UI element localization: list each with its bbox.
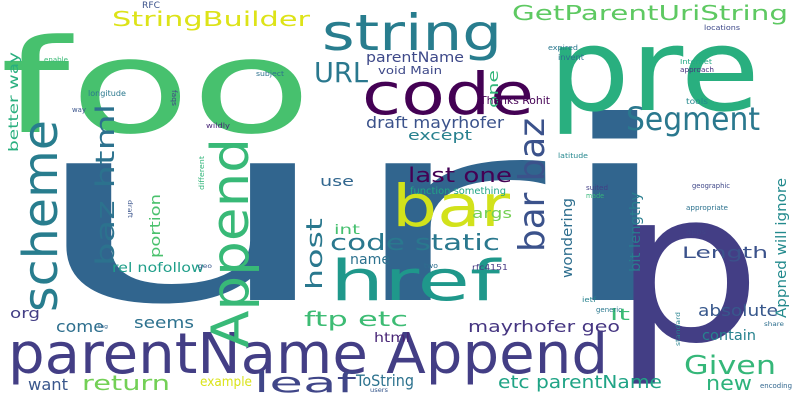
word: int	[334, 223, 360, 238]
word: return	[82, 371, 170, 395]
word: portion	[148, 194, 164, 258]
word: etc parentName	[498, 372, 662, 393]
word: draft	[126, 200, 133, 219]
word: string	[322, 4, 502, 62]
word: rfc4151	[472, 263, 508, 272]
word: leaf	[254, 366, 358, 399]
word: foo	[0, 11, 312, 163]
word: share	[764, 321, 784, 328]
word: void Main	[378, 64, 442, 77]
word: wildly	[206, 122, 230, 130]
word: mayrhofer geo	[468, 317, 620, 336]
word: enable	[44, 56, 68, 64]
word: Appned will ignore	[774, 178, 790, 318]
word: except	[408, 128, 473, 144]
word: code	[362, 60, 534, 128]
word: two	[424, 262, 438, 270]
word: bit lengthy	[628, 192, 644, 272]
word: parentName	[366, 50, 464, 66]
word: contain	[702, 328, 756, 344]
word: geo	[198, 263, 212, 270]
word: better way	[7, 52, 22, 152]
word: wondering	[560, 198, 576, 278]
word: locations	[704, 24, 740, 32]
word: function something	[410, 186, 506, 197]
word: ietf	[582, 296, 597, 304]
word: longitude	[88, 89, 126, 98]
word: Thanks Rohit	[479, 94, 551, 107]
word: want	[28, 375, 68, 394]
word: RFC	[142, 1, 160, 11]
word: rel nofollow	[112, 261, 204, 276]
word: last one	[408, 163, 512, 187]
word: users	[370, 387, 388, 394]
word: approach	[680, 66, 714, 74]
word: Internet	[680, 58, 712, 66]
word: draft mayrhofer	[366, 113, 504, 132]
word: tag	[98, 324, 108, 330]
word: Segment	[626, 100, 760, 138]
word: invent	[558, 53, 584, 62]
word: way	[72, 106, 86, 114]
word: ftp etc	[304, 307, 408, 331]
word: example	[200, 375, 252, 390]
word: Length	[682, 243, 768, 262]
word: Append	[201, 138, 261, 348]
word: ToString	[355, 371, 414, 390]
word: appropriate	[686, 204, 728, 212]
word: args	[472, 206, 512, 222]
word: generic	[596, 306, 622, 314]
word: apps	[686, 228, 706, 236]
word: lt	[610, 305, 630, 324]
word: tools	[686, 97, 708, 106]
word: seems	[134, 313, 194, 332]
word: code static	[330, 231, 500, 256]
word: encoding	[760, 382, 792, 390]
word: one	[486, 70, 502, 108]
word: latitude	[558, 152, 588, 160]
word: bar baz	[512, 118, 553, 252]
word: subject	[256, 70, 284, 78]
word: URL	[314, 56, 368, 89]
word: Given	[684, 351, 776, 381]
word: new	[706, 371, 752, 395]
word: p	[612, 145, 762, 390]
word: GetParentUriString	[512, 1, 788, 25]
word: StringBuilder	[112, 7, 311, 31]
word: host	[303, 217, 328, 290]
word: expired	[548, 44, 578, 52]
word: standard	[675, 312, 682, 346]
word: geographic	[692, 182, 730, 190]
word: href	[330, 249, 502, 314]
word: bar	[392, 172, 510, 240]
word: parentName Append	[8, 322, 608, 387]
word: use	[320, 174, 354, 190]
word: org	[10, 306, 40, 322]
word: made	[586, 192, 604, 200]
word: faqs	[170, 90, 178, 106]
word: baz html	[91, 104, 121, 266]
word: name	[350, 252, 390, 268]
word: uri	[24, 68, 684, 359]
word: suited	[586, 184, 608, 192]
word: pre	[548, 4, 760, 138]
word: absolute	[698, 301, 778, 320]
word: different	[198, 156, 206, 190]
word: scheme	[13, 120, 69, 312]
word: come	[56, 317, 104, 336]
word: html	[374, 331, 410, 346]
